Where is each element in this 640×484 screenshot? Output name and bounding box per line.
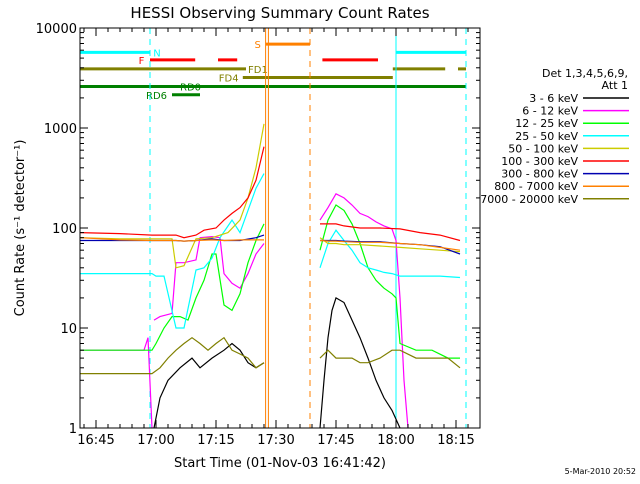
y-tick-label: 10000	[36, 22, 77, 37]
series-layer	[80, 123, 461, 428]
series-line	[80, 237, 264, 242]
x-tick-label: 16:45	[77, 433, 114, 448]
y-tick-label: 1000	[44, 122, 77, 137]
chart-title: HESSI Observing Summary Count Rates	[130, 4, 429, 22]
legend-title: Det 1,3,4,5,6,9,	[542, 67, 628, 80]
footer-date: 5-Mar-2010 20:52	[565, 467, 636, 476]
legend-title: Att 1	[602, 79, 628, 92]
x-tick-label: 17:45	[317, 433, 354, 448]
y-tick-label: 100	[52, 222, 77, 237]
series-line	[80, 146, 265, 239]
series-line	[319, 349, 461, 369]
flag-label: FD1	[248, 65, 268, 76]
series-line	[320, 223, 461, 242]
series-line	[319, 237, 461, 253]
legend-entry-label: 800 - 7000 keV	[494, 180, 578, 193]
x-tick-label: 18:15	[437, 433, 474, 448]
series-line	[319, 239, 461, 251]
series-line	[153, 235, 265, 321]
flag-label: RD6	[146, 91, 167, 102]
series-line	[80, 173, 265, 329]
vertical-markers	[80, 28, 467, 428]
legend-entry-label: 50 - 100 keV	[508, 142, 578, 155]
series-line	[80, 337, 153, 428]
axes-layer: 1 10 100 1000 10000 16:45 17:00 17:15 17:30 17:45…	[36, 22, 481, 448]
series-line	[319, 297, 401, 428]
series-line	[80, 123, 265, 269]
y-tick-label: 1	[69, 422, 77, 437]
legend-entry-label: 6 - 12 keV	[522, 105, 578, 118]
flag-label: F	[139, 56, 145, 67]
series-line	[80, 336, 265, 375]
legend-entry-label: 25 - 50 keV	[515, 130, 578, 143]
series-line	[80, 223, 265, 351]
y-tick-label: 10	[60, 322, 77, 337]
x-tick-label: 17:15	[197, 433, 234, 448]
x-tick-label: 18:00	[377, 433, 414, 448]
legend-entry-label: 12 - 25 keV	[515, 117, 578, 130]
legend-entry-label: 100 - 300 keV	[501, 155, 578, 168]
x-tick-label: 17:30	[257, 433, 294, 448]
legend-entry-label: 300 - 800 keV	[501, 168, 578, 181]
series-line	[319, 229, 461, 279]
x-tick-label: 17:00	[137, 433, 174, 448]
flags-layer: N S F FD1 FD4 RD0 RD6	[80, 40, 466, 102]
legend-entry-label: 7000 - 20000 keV	[480, 193, 578, 206]
series-line	[319, 193, 409, 428]
series-line	[319, 204, 460, 359]
series-line	[153, 342, 265, 428]
flag-label: N	[153, 48, 160, 59]
x-axis-label: Start Time (01-Nov-03 16:41:42)	[174, 456, 386, 471]
flag-label: S	[254, 40, 260, 51]
y-axis-label: Count Rate (s⁻¹ detector⁻¹)	[13, 140, 28, 317]
legend-entry-label: 3 - 6 keV	[529, 92, 578, 105]
flag-label: RD0	[180, 83, 201, 94]
flag-label: FD4	[219, 73, 239, 84]
